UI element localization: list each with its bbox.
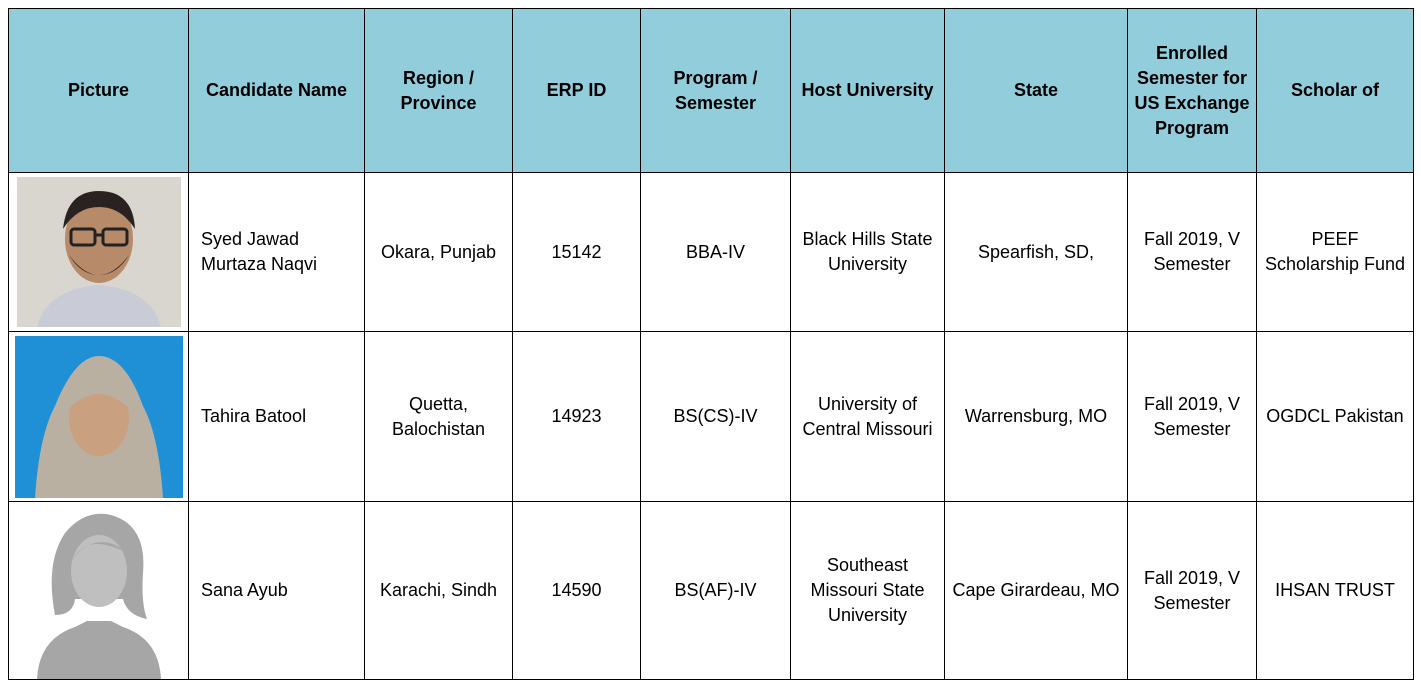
avatar-placeholder <box>15 503 183 679</box>
header-cell: Program / Semester <box>641 9 791 173</box>
cell: Fall 2019, V Semester <box>1128 332 1257 502</box>
cell: OGDCL Pakistan <box>1257 332 1414 502</box>
picture-cell <box>9 173 189 332</box>
cell: BS(CS)-IV <box>641 332 791 502</box>
cell: Syed Jawad Murtaza Naqvi <box>189 173 365 332</box>
cell: Fall 2019, V Semester <box>1128 173 1257 332</box>
cell: Southeast Missouri State University <box>791 502 945 680</box>
photo <box>17 177 181 327</box>
photo <box>15 336 183 498</box>
row: Syed Jawad Murtaza Naqvi Okara, Punjab 1… <box>9 173 1414 332</box>
cell: IHSAN TRUST <box>1257 502 1414 680</box>
header-cell: ERP ID <box>513 9 641 173</box>
header-row: Picture Candidate Name Region / Province… <box>9 9 1414 173</box>
header-cell: Host University <box>791 9 945 173</box>
page: Picture Candidate Name Region / Province… <box>0 0 1421 679</box>
cell: Spearfish, SD, <box>945 173 1128 332</box>
cell: Black Hills State University <box>791 173 945 332</box>
cell: Tahira Batool <box>189 332 365 502</box>
cell: Quetta, Balochistan <box>365 332 513 502</box>
cell: PEEF Scholarship Fund <box>1257 173 1414 332</box>
cell: Fall 2019, V Semester <box>1128 502 1257 680</box>
row: Sana Ayub Karachi, Sindh 14590 BS(AF)-IV… <box>9 502 1414 680</box>
scholars-table: Picture Candidate Name Region / Province… <box>8 8 1414 680</box>
row: Tahira Batool Quetta, Balochistan 14923 … <box>9 332 1414 502</box>
cell: Cape Girardeau, MO <box>945 502 1128 680</box>
picture-cell <box>9 332 189 502</box>
cell: University of Central Missouri <box>791 332 945 502</box>
cell: BS(AF)-IV <box>641 502 791 680</box>
header-cell: Scholar of <box>1257 9 1414 173</box>
cell: Okara, Punjab <box>365 173 513 332</box>
header-cell: Enrolled Semester for US Exchange Progra… <box>1128 9 1257 173</box>
cell: Sana Ayub <box>189 502 365 680</box>
header-cell: Candidate Name <box>189 9 365 173</box>
cell: 14923 <box>513 332 641 502</box>
cell: Warrensburg, MO <box>945 332 1128 502</box>
header-cell: Region / Province <box>365 9 513 173</box>
header-cell: Picture <box>9 9 189 173</box>
picture-cell <box>9 502 189 680</box>
header-cell: State <box>945 9 1128 173</box>
cell: 15142 <box>513 173 641 332</box>
cell: Karachi, Sindh <box>365 502 513 680</box>
cell: BBA-IV <box>641 173 791 332</box>
cell: 14590 <box>513 502 641 680</box>
